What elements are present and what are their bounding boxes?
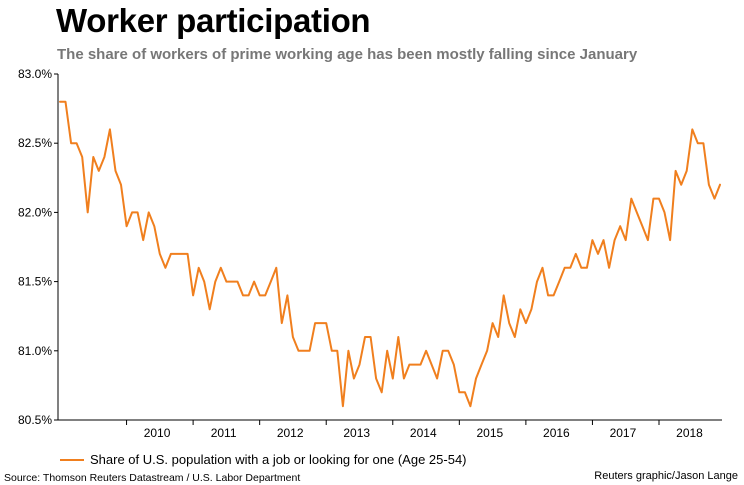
legend-label: Share of U.S. population with a job or l…	[90, 452, 467, 467]
legend: Share of U.S. population with a job or l…	[60, 452, 467, 467]
legend-swatch	[60, 458, 84, 461]
graphic-credit: Reuters graphic/Jason Lange	[594, 470, 738, 482]
series-layer	[59, 100, 721, 408]
y-tick-label: 80.5%	[18, 413, 52, 427]
chart-subtitle: The share of workers of prime working ag…	[57, 46, 638, 63]
x-tick-label: 2017	[610, 426, 637, 440]
x-tick-label: 2013	[343, 426, 370, 440]
x-tick-label: 2016	[543, 426, 570, 440]
x-tick-label: 2012	[277, 426, 304, 440]
y-tick-label: 83.0%	[18, 67, 52, 81]
y-axis: 83.0% 82.5% 82.0% 81.5% 81.0% 80.5%	[18, 67, 59, 427]
x-tick-label: 2011	[211, 426, 237, 440]
x-tick-label: 2018	[676, 426, 703, 440]
y-tick-label: 81.0%	[18, 344, 52, 358]
x-axis: 2010 2011 2012 2013 2014 2015 2016 2017 2018	[58, 419, 722, 440]
x-tick-label: 2010	[144, 426, 171, 440]
x-tick-label: 2014	[410, 426, 437, 440]
series-line	[59, 100, 721, 408]
x-tick-label: 2015	[476, 426, 503, 440]
y-tick-label: 81.5%	[18, 275, 52, 289]
source-note: Source: Thomson Reuters Datastream / U.S…	[4, 472, 301, 484]
chart-title: Worker participation	[56, 2, 371, 39]
y-tick-label: 82.0%	[18, 205, 52, 219]
y-tick-label: 82.5%	[18, 136, 52, 150]
